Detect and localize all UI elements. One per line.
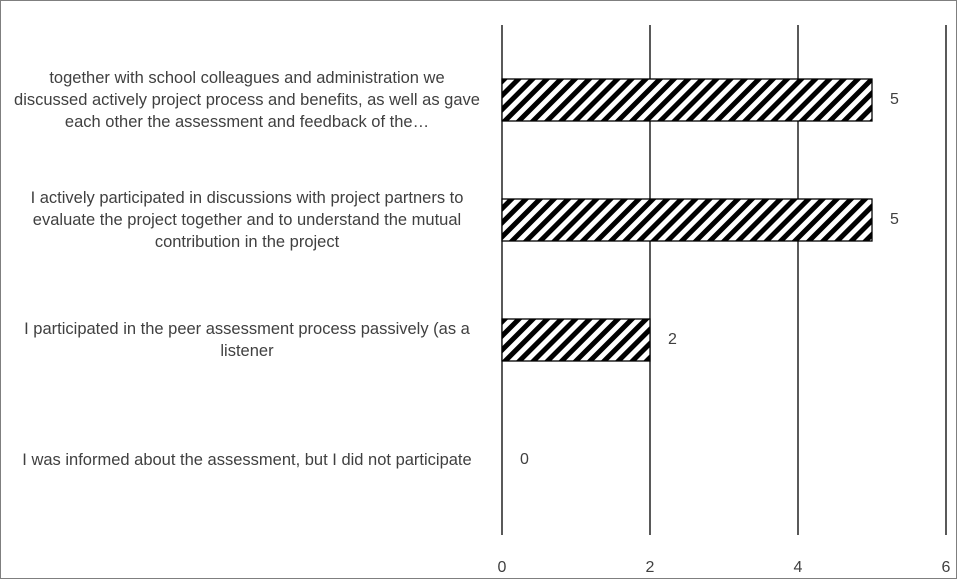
y-tick-label: I was informed about the assessment, but…	[22, 451, 472, 469]
bar	[501, 78, 873, 122]
x-tick-label: 2	[646, 559, 655, 576]
data-label: 0	[520, 451, 529, 468]
y-tick-label: together with school colleagues and admi…	[14, 69, 480, 131]
data-label: 5	[890, 91, 899, 108]
data-label: 2	[668, 331, 677, 348]
x-tick-label: 4	[794, 559, 803, 576]
bar	[501, 318, 651, 362]
x-tick-label: 0	[498, 559, 507, 576]
y-tick-label: I actively participated in discussions w…	[30, 189, 464, 251]
y-tick-label: I participated in the peer assessment pr…	[24, 320, 470, 360]
bar	[501, 198, 873, 242]
data-label: 5	[890, 211, 899, 228]
x-tick-label: 6	[942, 559, 951, 576]
